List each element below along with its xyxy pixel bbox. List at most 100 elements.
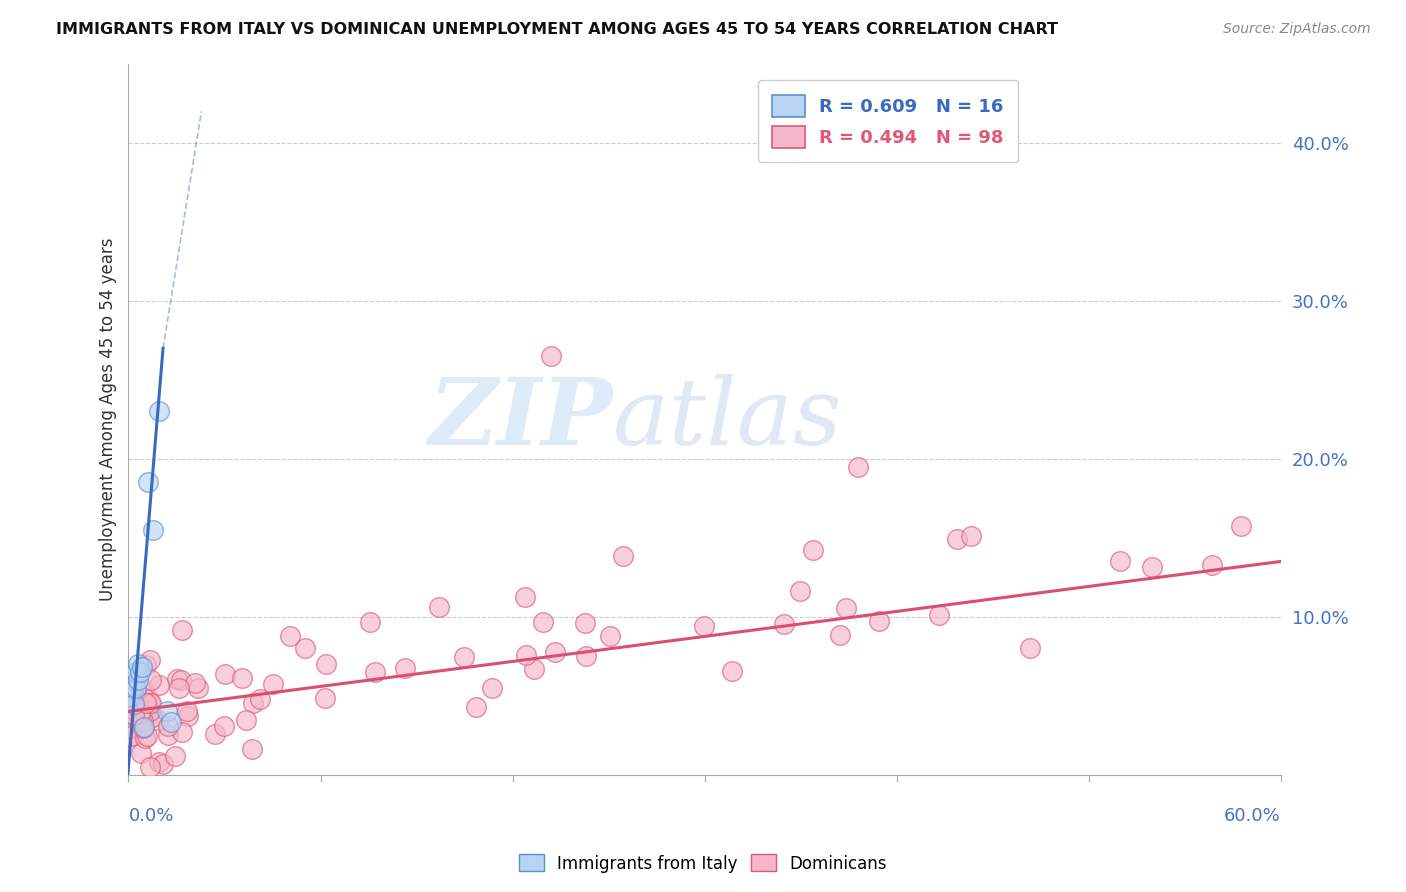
Point [139,673,162,687]
Point [135,657,157,672]
Point [170,725,193,739]
Point [773,616,796,631]
Point [138,696,160,710]
Point [515,648,537,662]
Point [122,708,145,723]
Point [204,727,226,741]
Point [359,615,381,630]
Point [294,641,316,656]
Point [124,690,146,705]
Point [544,645,567,659]
Point [394,660,416,674]
Point [121,685,143,699]
Point [249,692,271,706]
Text: 60.0%: 60.0% [1225,806,1281,824]
Point [1201,558,1223,572]
Point [465,700,488,714]
Point [128,717,150,731]
Point [513,590,536,604]
Point [262,677,284,691]
Point [427,600,450,615]
Point [481,681,503,695]
Point [231,671,253,685]
Point [721,665,744,679]
Point [828,628,851,642]
Point [124,684,146,698]
Point [139,696,162,710]
Point [959,529,981,543]
Point [139,760,162,774]
Point [523,662,546,676]
Point [132,720,155,734]
Point [120,701,142,715]
Point [135,696,157,710]
Point [120,689,142,703]
Point [187,681,209,696]
Point [148,404,170,418]
Point [121,681,143,695]
Point [125,704,148,718]
Point [136,475,159,490]
Point [125,681,148,695]
Point [141,710,163,724]
Point [364,665,387,679]
Point [315,657,337,671]
Point [599,629,621,643]
Legend: Immigrants from Italy, Dominicans: Immigrants from Italy, Dominicans [512,847,894,880]
Point [575,649,598,664]
Point [156,705,179,719]
Point [129,665,152,679]
Point [945,533,967,547]
Point [170,673,193,687]
Point [122,697,145,711]
Point [122,673,145,687]
Point [152,756,174,771]
Point [214,667,236,681]
Point [136,692,159,706]
Point [148,678,170,692]
Point [176,704,198,718]
Y-axis label: Unemployment Among Ages 45 to 54 years: Unemployment Among Ages 45 to 54 years [100,237,117,601]
Point [531,615,554,629]
Point [846,459,869,474]
Point [127,673,149,687]
Text: 0.0%: 0.0% [128,806,174,824]
Point [127,657,149,671]
Point [167,681,190,695]
Text: atlas: atlas [613,375,842,465]
Point [132,684,155,698]
Point [131,721,153,735]
Point [132,714,155,728]
Point [693,619,716,633]
Point [835,601,858,615]
Point [142,523,165,537]
Point [165,748,187,763]
Point [240,741,263,756]
Point [212,719,235,733]
Point [1229,518,1251,533]
Point [453,650,475,665]
Point [129,746,152,760]
Point [801,542,824,557]
Point [120,709,142,723]
Point [540,349,562,363]
Point [122,698,145,713]
Point [138,653,160,667]
Point [278,629,301,643]
Point [235,713,257,727]
Point [159,715,181,730]
Point [574,616,596,631]
Point [125,665,148,679]
Point [1142,560,1164,574]
Legend: R = 0.609   N = 16, R = 0.494   N = 98: R = 0.609 N = 16, R = 0.494 N = 98 [758,80,1018,162]
Point [157,719,180,733]
Point [156,728,179,742]
Point [1019,641,1042,656]
Point [314,691,336,706]
Text: ZIP: ZIP [429,375,613,465]
Text: Source: ZipAtlas.com: Source: ZipAtlas.com [1223,22,1371,37]
Point [242,696,264,710]
Point [868,614,890,628]
Point [129,712,152,726]
Point [148,755,170,769]
